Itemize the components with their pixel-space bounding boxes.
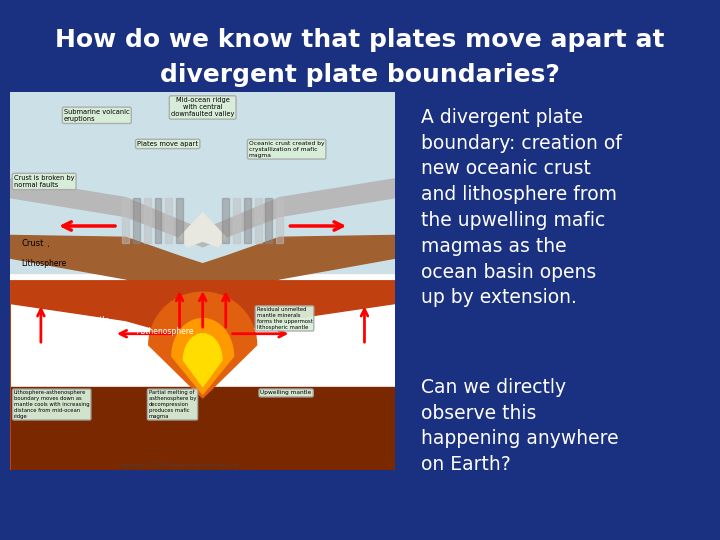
Text: A divergent plate
boundary: creation of
new oceanic crust
and lithosphere from
t: A divergent plate boundary: creation of … xyxy=(421,108,622,307)
Polygon shape xyxy=(149,292,256,398)
Bar xyxy=(176,198,183,243)
Text: Mantle: Mantle xyxy=(84,316,109,325)
Polygon shape xyxy=(172,319,233,394)
Bar xyxy=(276,198,283,243)
Text: Crust is broken by
normal faults: Crust is broken by normal faults xyxy=(14,175,74,188)
Bar xyxy=(266,198,272,243)
Bar xyxy=(222,198,229,243)
Text: Lithosphere-asthenosphere
boundary moves down as
mantle cools with increasing
di: Lithosphere-asthenosphere boundary moves… xyxy=(14,390,89,418)
Bar xyxy=(244,198,251,243)
Polygon shape xyxy=(179,213,226,247)
Text: Partial melting of
asthenosphere by
decompression
produces mafic
magma: Partial melting of asthenosphere by deco… xyxy=(149,390,197,418)
Text: Oceanic crust created by
crystallization of mafic
magma: Oceanic crust created by crystallization… xyxy=(249,141,325,158)
Polygon shape xyxy=(184,334,222,387)
Text: Submarine volcanic
eruptions: Submarine volcanic eruptions xyxy=(64,109,130,122)
Bar xyxy=(155,198,161,243)
Text: Asthenosphere: Asthenosphere xyxy=(138,327,194,336)
Polygon shape xyxy=(10,235,395,306)
Bar xyxy=(255,198,261,243)
Text: Plates move apart: Plates move apart xyxy=(138,141,198,147)
Bar xyxy=(144,198,150,243)
Text: Upwelling mantle: Upwelling mantle xyxy=(261,390,312,395)
Text: Residual unmelted
mantle minerals
forms the uppermost
lithospheric mantle: Residual unmelted mantle minerals forms … xyxy=(256,307,312,329)
Text: How do we know that plates move apart at: How do we know that plates move apart at xyxy=(55,29,665,52)
Text: Crust: Crust xyxy=(22,239,44,247)
Text: Mid-ocean ridge
with central
downfaulted valley: Mid-ocean ridge with central downfaulted… xyxy=(171,97,235,118)
Polygon shape xyxy=(10,179,395,247)
Polygon shape xyxy=(10,281,395,470)
Bar xyxy=(166,198,172,243)
Text: Can we directly
observe this
happening anywhere
on Earth?: Can we directly observe this happening a… xyxy=(421,378,618,474)
Bar xyxy=(10,387,395,470)
Text: divergent plate boundaries?: divergent plate boundaries? xyxy=(160,63,560,86)
Bar xyxy=(233,198,240,243)
Text: Lithosphere: Lithosphere xyxy=(22,259,67,268)
Bar xyxy=(122,198,129,243)
Bar xyxy=(10,92,395,273)
Bar xyxy=(133,198,140,243)
Text: Copyright © 2006 Pearson Prentice Hall, Inc.: Copyright © 2006 Pearson Prentice Hall, … xyxy=(118,462,241,468)
